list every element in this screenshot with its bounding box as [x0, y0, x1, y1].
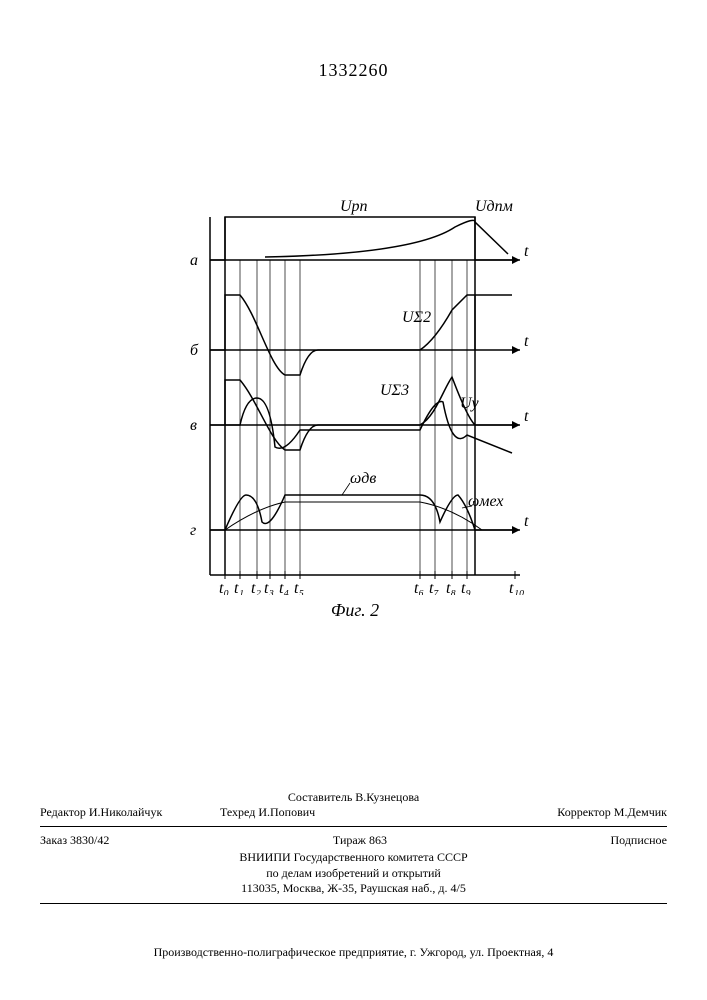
org-line-2: по делам изобретений и открытий [0, 866, 707, 882]
svg-text:в: в [190, 417, 197, 434]
timing-diagram-svg: а t б t в t г t t₀ t₁ t₂t₃ t₄ t₅ t₆ t₇ t₈ t₉ t₁₀ Uрп Uдпм UΣ… [170, 200, 540, 595]
corrector-label: Корректор [557, 805, 611, 819]
subscription: Подписное [611, 833, 668, 848]
divider-2 [40, 903, 667, 904]
svg-text:а: а [190, 252, 198, 269]
org-line-3: 113035, Москва, Ж-35, Раушская наб., д. … [0, 881, 707, 897]
svg-text:t₁: t₁ [234, 580, 244, 595]
svg-text:t₁₀: t₁₀ [509, 580, 525, 595]
svg-text:t₇: t₇ [429, 580, 439, 595]
org-line-1: ВНИИПИ Государственного комитета СССР [0, 850, 707, 866]
svg-text:t₈: t₈ [446, 580, 456, 595]
svg-text:ωдв: ωдв [350, 470, 376, 487]
svg-text:t₀: t₀ [219, 580, 229, 595]
svg-text:UΣ2: UΣ2 [402, 309, 431, 326]
svg-text:г: г [190, 522, 196, 539]
divider-1 [40, 826, 667, 827]
svg-text:t₃: t₃ [264, 580, 274, 595]
order-number: Заказ 3830/42 [40, 833, 109, 848]
printer-line: Производственно-полиграфическое предприя… [0, 945, 707, 960]
svg-text:t: t [524, 408, 529, 425]
corrector-name: М.Демчик [614, 805, 667, 819]
svg-text:ωмех: ωмех [468, 493, 504, 510]
document-number: 1332260 [0, 60, 707, 81]
svg-text:t: t [524, 333, 529, 350]
svg-text:Uy: Uy [460, 395, 480, 412]
svg-text:t: t [524, 513, 529, 530]
imprint-block: Составитель В.Кузнецова Редактор И.Никол… [0, 790, 707, 910]
svg-text:t₂: t₂ [251, 580, 261, 595]
svg-text:t₆: t₆ [414, 580, 424, 595]
svg-text:Uдпм: Uдпм [475, 200, 513, 215]
print-run: Тираж 863 [333, 833, 387, 848]
svg-text:t₄: t₄ [279, 580, 289, 595]
techred-name: И.Попович [258, 805, 315, 819]
figure-2: а t б t в t г t t₀ t₁ t₂t₃ t₄ t₅ t₆ t₇ t₈ t₉ t₁₀ Uрп Uдпм UΣ… [170, 200, 540, 600]
svg-text:t₅: t₅ [294, 580, 304, 595]
svg-text:UΣ3: UΣ3 [380, 382, 409, 399]
svg-text:Uрп: Uрп [340, 200, 368, 215]
techred-label: Техред [220, 805, 255, 819]
compiler-name: В.Кузнецова [355, 790, 419, 804]
svg-text:б: б [190, 342, 199, 359]
svg-text:t₉: t₉ [461, 580, 471, 595]
editor-name: И.Николайчук [89, 805, 162, 819]
svg-text:t: t [524, 243, 529, 260]
editor-label: Редактор [40, 805, 86, 819]
compiler-label: Составитель [288, 790, 352, 804]
figure-caption: Фиг. 2 [170, 600, 540, 621]
